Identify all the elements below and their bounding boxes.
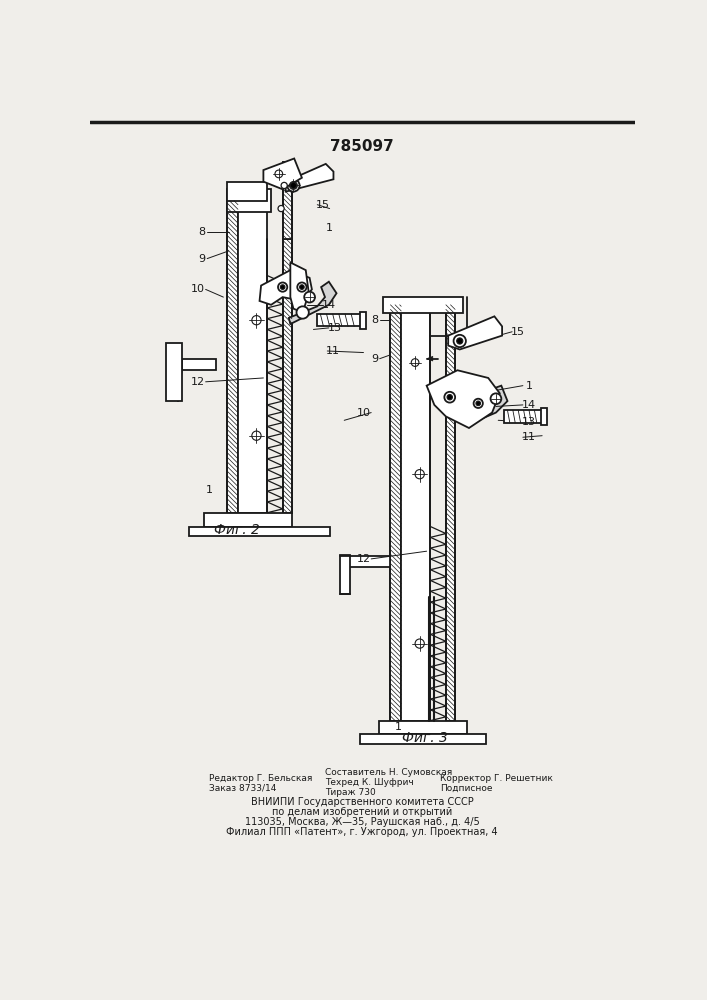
Text: 785097: 785097 [330,139,394,154]
Bar [227,182,267,201]
Circle shape [278,282,287,292]
Text: 1: 1 [395,722,402,732]
Bar [227,189,271,212]
Bar [382,297,463,312]
Text: 9: 9 [198,254,205,264]
Circle shape [476,401,481,406]
Text: 14: 14 [322,300,336,310]
Bar [238,201,267,513]
Circle shape [281,182,287,189]
Circle shape [304,292,315,302]
Bar [166,343,182,401]
Text: 10: 10 [356,408,370,418]
Circle shape [491,393,501,404]
Circle shape [474,399,483,408]
Text: 11: 11 [522,432,536,442]
Text: 13: 13 [522,417,536,427]
Text: ВНИИПИ Государственного комитета СССР: ВНИИПИ Государственного комитета СССР [250,797,473,807]
Text: Редактор Г. Бельская: Редактор Г. Бельская [209,774,313,783]
Text: 9: 9 [371,354,379,364]
Text: 113035, Москва, Ж—35, Раушская наб., д. 4/5: 113035, Москва, Ж—35, Раушская наб., д. … [245,817,479,827]
Bar [541,408,547,425]
Polygon shape [465,386,508,424]
Circle shape [297,282,307,292]
Text: Фиг. 2: Фиг. 2 [214,523,259,537]
Polygon shape [426,356,433,361]
Text: 13: 13 [328,323,342,333]
Bar [446,305,455,721]
Text: Подписное: Подписное [440,784,493,793]
Text: Составитель Н. Сумовская: Составитель Н. Сумовская [325,768,452,777]
Bar [317,314,363,326]
Circle shape [287,179,300,192]
Polygon shape [286,164,334,192]
Circle shape [447,395,452,400]
Circle shape [281,285,285,289]
Bar [283,162,292,239]
Polygon shape [291,262,309,312]
Text: 10: 10 [191,284,205,294]
Bar [379,721,467,734]
Text: 8: 8 [371,315,379,325]
Circle shape [296,306,309,319]
Bar [189,527,330,536]
Polygon shape [448,316,502,349]
Circle shape [454,335,466,347]
Bar [360,734,486,744]
Circle shape [291,182,296,189]
Polygon shape [264,158,302,189]
Bar [390,305,402,721]
Polygon shape [426,370,500,428]
Bar [360,312,366,329]
Text: Заказ 8733/14: Заказ 8733/14 [209,784,277,793]
Bar [503,410,546,423]
Polygon shape [259,270,312,305]
Text: 12: 12 [356,554,370,564]
Bar [340,555,350,594]
Bar [402,305,431,721]
Text: 12: 12 [191,377,205,387]
Text: 1: 1 [325,223,332,233]
Bar [182,359,216,370]
Text: 8: 8 [198,227,205,237]
Bar [344,556,390,567]
Text: Фиг. 3: Фиг. 3 [402,731,448,745]
Text: 15: 15 [510,327,525,337]
Circle shape [300,285,304,289]
Text: 14: 14 [522,400,536,410]
Text: 15: 15 [316,200,329,210]
Bar [204,513,292,527]
Text: Корректор Г. Решетник: Корректор Г. Решетник [440,774,554,783]
Circle shape [444,392,455,403]
Bar [227,201,238,513]
Circle shape [278,205,284,212]
Text: Техред К. Шуфрич: Техред К. Шуфрич [325,778,414,787]
Text: 1: 1 [525,381,532,391]
Polygon shape [288,282,337,324]
Text: 11: 11 [326,346,339,356]
Text: 1: 1 [206,485,213,495]
Circle shape [457,338,463,344]
Text: по делам изобретений и открытий: по делам изобретений и открытий [271,807,452,817]
Text: Тираж 730: Тираж 730 [325,788,375,797]
Bar [283,239,292,513]
Text: Филиал ППП «Патент», г. Ужгород, ул. Проектная, 4: Филиал ППП «Патент», г. Ужгород, ул. Про… [226,827,498,837]
